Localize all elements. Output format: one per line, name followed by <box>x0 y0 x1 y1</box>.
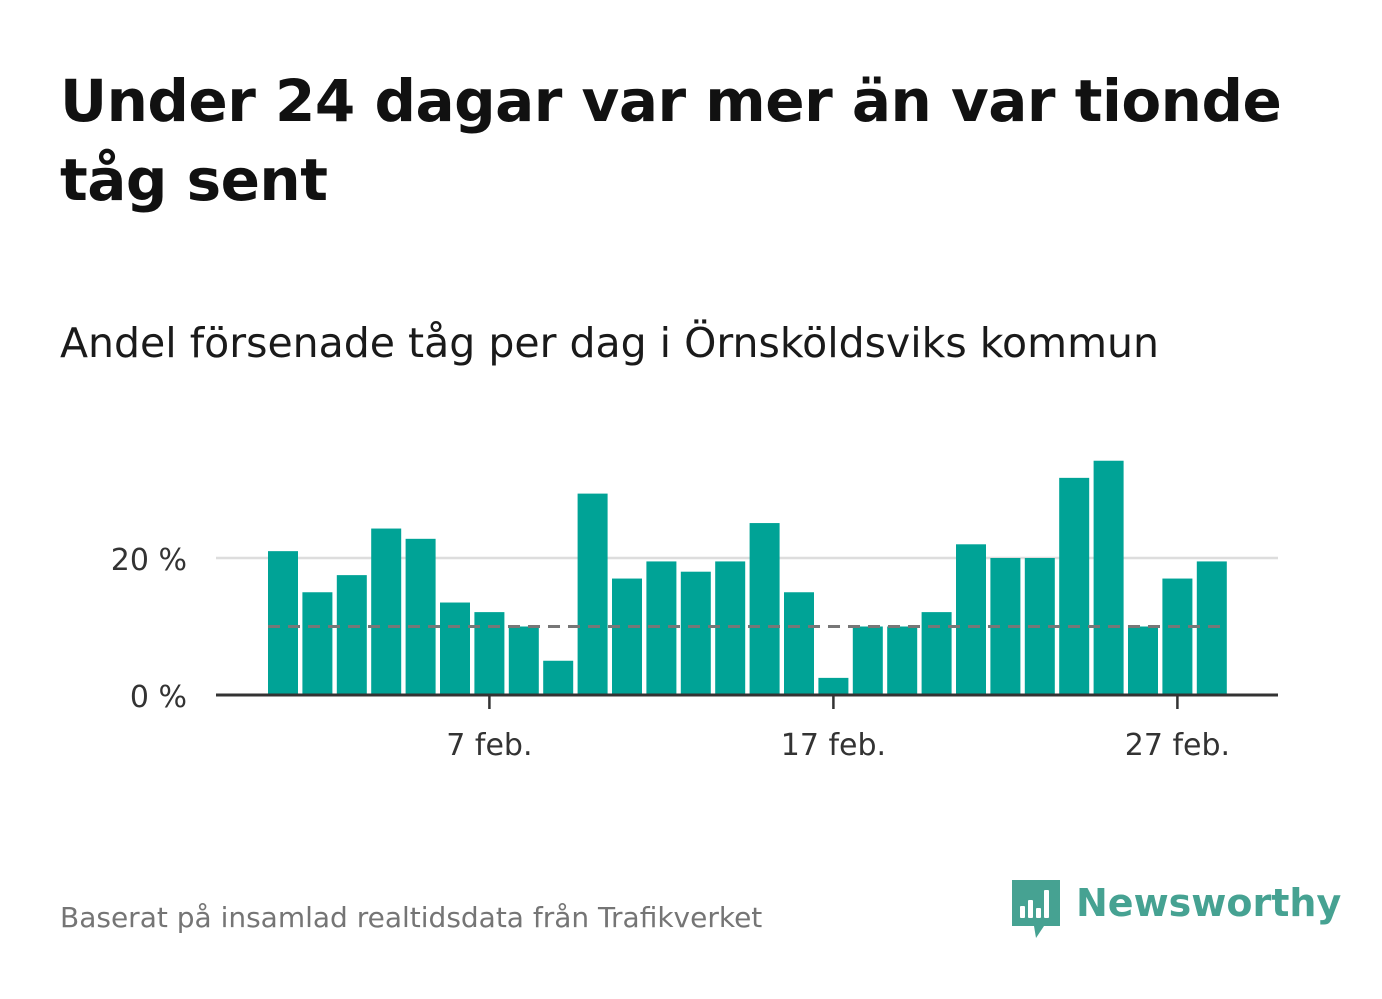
bar <box>405 538 436 695</box>
bar <box>1059 477 1090 695</box>
bar <box>612 578 642 695</box>
bars <box>268 460 1227 695</box>
bar <box>1162 578 1193 695</box>
bar <box>371 528 402 695</box>
bar <box>749 523 780 695</box>
brand-name: Newsworthy <box>1076 881 1342 925</box>
bar <box>1093 460 1124 695</box>
bar <box>784 592 814 695</box>
bar <box>268 551 298 695</box>
bar <box>508 626 539 695</box>
x-tick-label: 27 feb. <box>1125 728 1230 763</box>
axes <box>216 693 1278 709</box>
newsworthy-logo[interactable]: Newsworthy <box>1010 878 1341 940</box>
bar-chart-speech-bubble-icon <box>1012 880 1060 938</box>
bar <box>302 592 333 695</box>
bar <box>956 544 986 695</box>
bar <box>680 571 711 695</box>
x-tick-label: 17 feb. <box>781 728 886 763</box>
bar <box>921 612 952 695</box>
y-tick-label: 0 % <box>130 680 187 715</box>
chart-title: Under 24 dagar var mer än var tionde tåg… <box>60 67 1282 214</box>
bar <box>336 575 367 695</box>
source-note: Baserat på insamlad realtidsdata från Tr… <box>60 901 763 934</box>
x-tick-label: 7 feb. <box>446 728 532 763</box>
y-tick-label: 20 % <box>111 543 187 578</box>
bar-chart: 0 % 20 % 7 feb. 17 feb. 27 feb. <box>111 460 1278 763</box>
chart-subtitle: Andel försenade tåg per dag i Örnsköldsv… <box>60 319 1159 367</box>
tick-labels: 0 % 20 % 7 feb. 17 feb. 27 feb. <box>111 543 1230 763</box>
bar <box>577 493 608 695</box>
bar <box>440 602 470 695</box>
bar <box>1128 626 1158 695</box>
bar <box>1196 561 1227 695</box>
bar <box>852 626 883 695</box>
bar <box>474 612 505 695</box>
bar <box>715 561 746 695</box>
bar <box>818 677 849 695</box>
bar <box>646 561 677 695</box>
bar <box>543 660 574 695</box>
bar <box>887 626 918 695</box>
